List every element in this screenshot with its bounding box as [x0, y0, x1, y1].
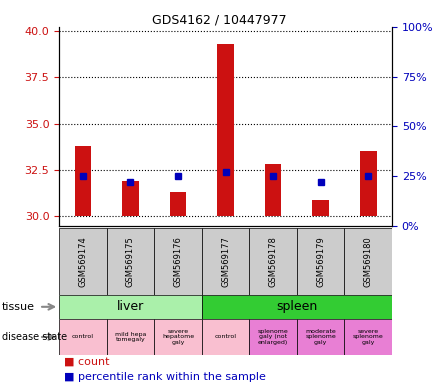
- Text: control: control: [72, 334, 94, 339]
- Bar: [170, 192, 186, 217]
- Text: GSM569179: GSM569179: [316, 236, 325, 287]
- Text: ■ count: ■ count: [64, 357, 109, 367]
- Text: spleen: spleen: [276, 300, 318, 313]
- Bar: [122, 181, 139, 217]
- Text: liver: liver: [117, 300, 144, 313]
- Bar: [297, 228, 344, 295]
- Text: control: control: [215, 334, 237, 339]
- Bar: [202, 319, 249, 355]
- Text: tissue: tissue: [2, 302, 35, 312]
- Bar: [344, 319, 392, 355]
- Bar: [360, 151, 377, 217]
- Text: GDS4162 / 10447977: GDS4162 / 10447977: [152, 13, 286, 26]
- Bar: [59, 228, 107, 295]
- Bar: [59, 319, 107, 355]
- Bar: [59, 295, 202, 319]
- Bar: [217, 44, 234, 217]
- Bar: [154, 228, 202, 295]
- Bar: [202, 295, 392, 319]
- Bar: [202, 228, 249, 295]
- Text: GSM569178: GSM569178: [268, 236, 278, 287]
- Text: splenome
galy (not
enlarged): splenome galy (not enlarged): [258, 329, 289, 345]
- Text: GSM569176: GSM569176: [173, 236, 183, 287]
- Text: severe
hepatome
galy: severe hepatome galy: [162, 329, 194, 345]
- Bar: [154, 319, 202, 355]
- Bar: [107, 319, 154, 355]
- Bar: [297, 319, 344, 355]
- Bar: [265, 164, 282, 217]
- Text: GSM569177: GSM569177: [221, 236, 230, 287]
- Text: moderate
splenome
galy: moderate splenome galy: [305, 329, 336, 345]
- Bar: [312, 200, 329, 217]
- Bar: [107, 228, 154, 295]
- Text: GSM569175: GSM569175: [126, 236, 135, 287]
- Bar: [74, 146, 91, 217]
- Text: GSM569174: GSM569174: [78, 236, 88, 287]
- Text: severe
splenome
galy: severe splenome galy: [353, 329, 384, 345]
- Bar: [344, 228, 392, 295]
- Bar: [249, 319, 297, 355]
- Bar: [249, 228, 297, 295]
- Text: GSM569180: GSM569180: [364, 236, 373, 287]
- Text: mild hepa
tomegaly: mild hepa tomegaly: [115, 331, 146, 343]
- Text: ■ percentile rank within the sample: ■ percentile rank within the sample: [64, 372, 265, 382]
- Text: disease state: disease state: [2, 332, 67, 342]
